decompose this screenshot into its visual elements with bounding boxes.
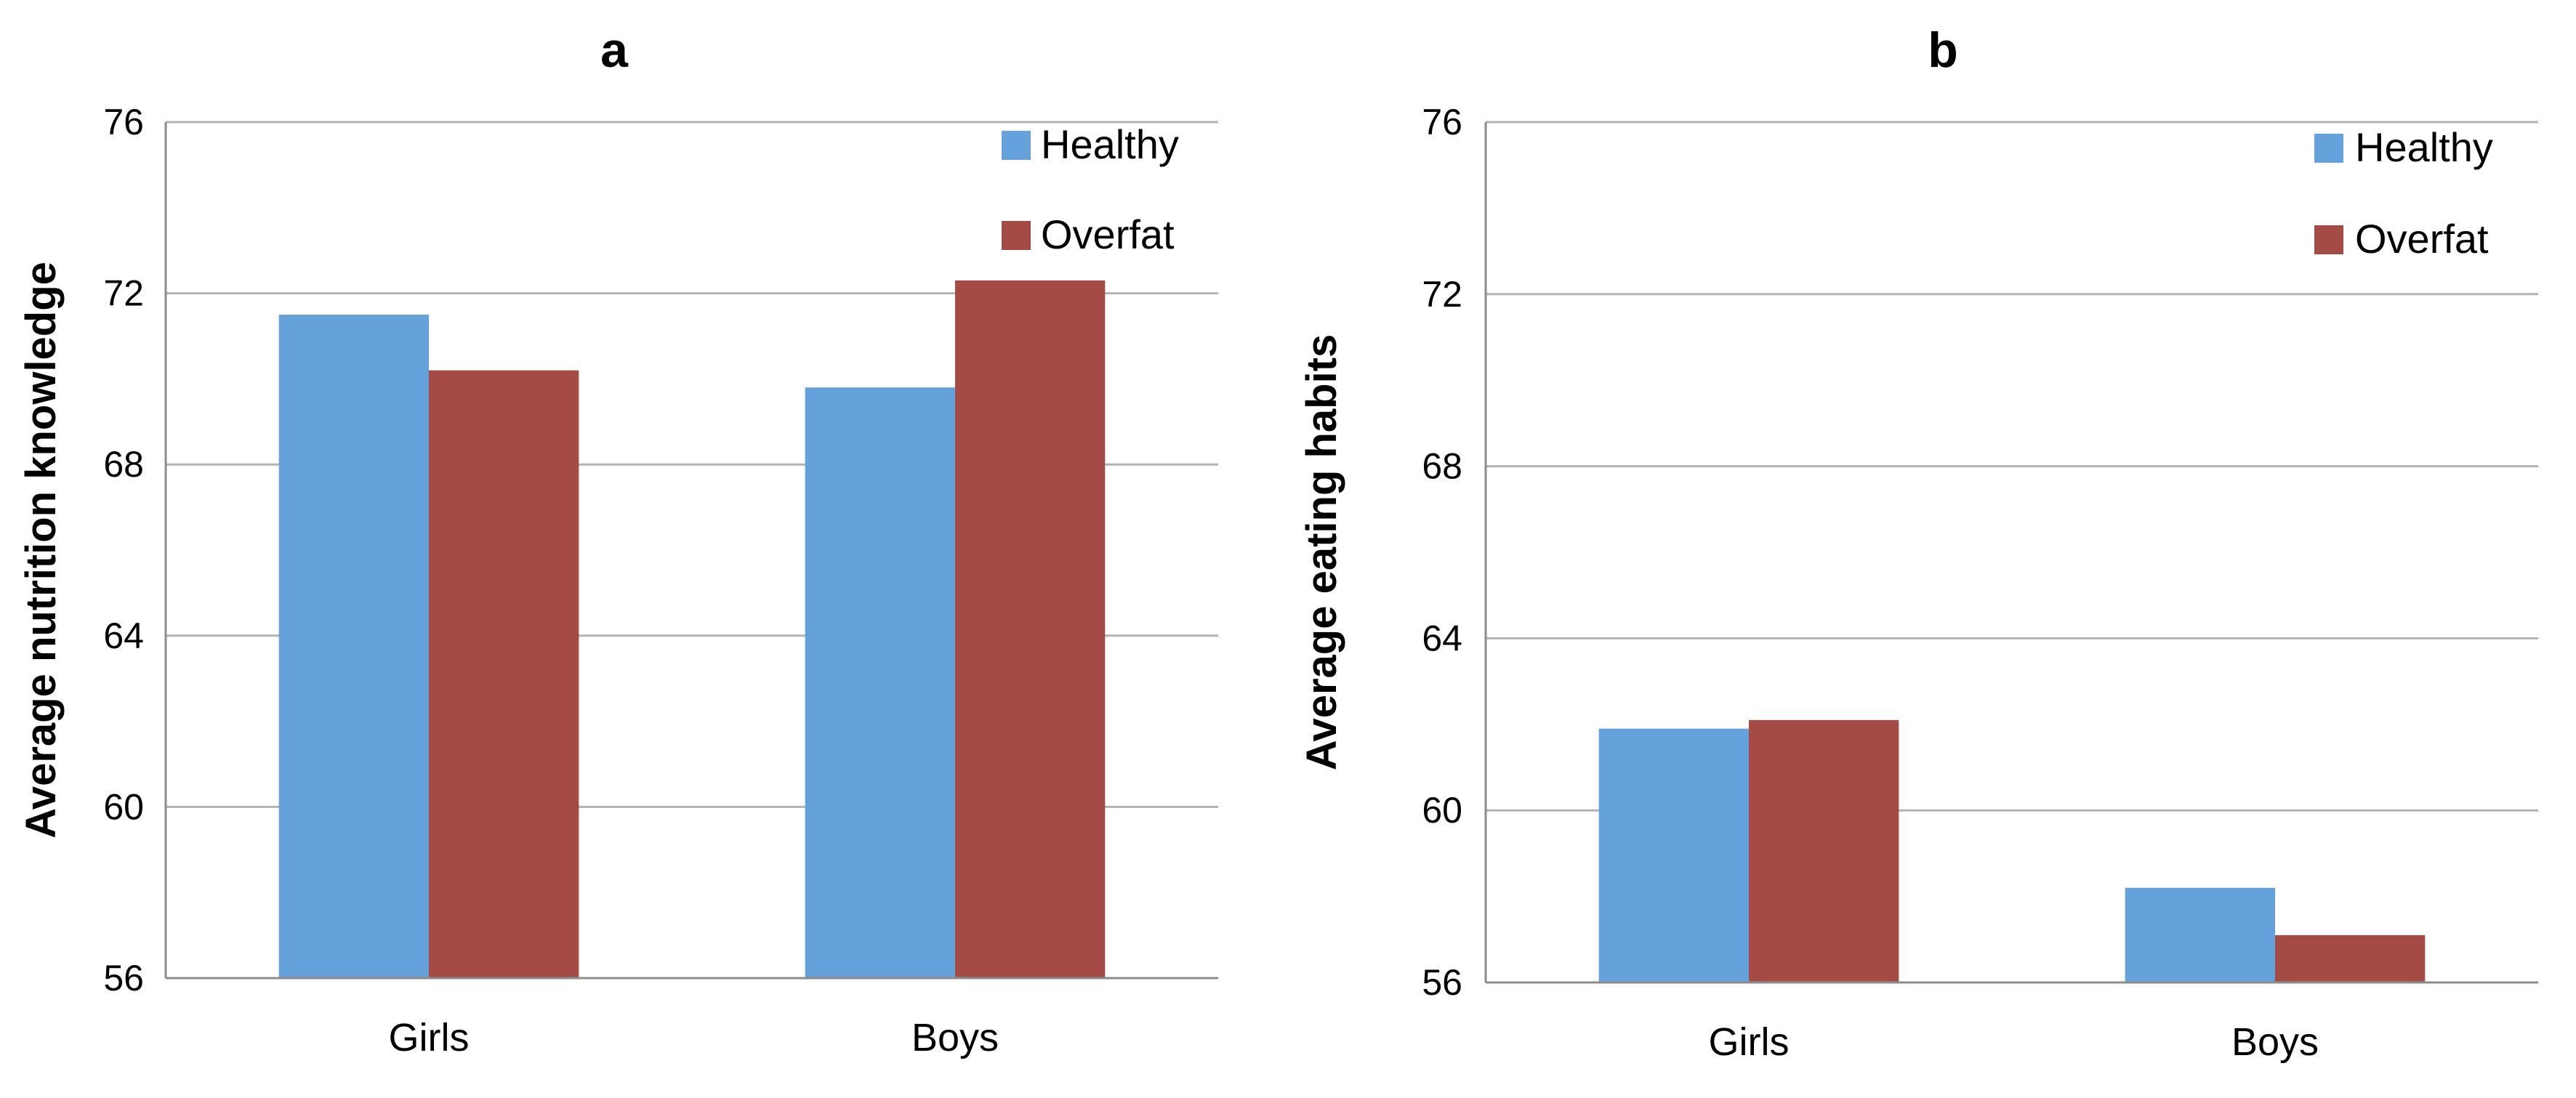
y-tick-label: 64 [1422, 618, 1462, 658]
y-tick-label: 68 [1422, 446, 1462, 487]
y-tick-label: 68 [103, 444, 144, 485]
legend-swatch-overfat [1002, 221, 1031, 250]
y-tick-label: 60 [1422, 790, 1462, 831]
bar-healthy-boys [2125, 887, 2275, 982]
panel-b-chart: b Average eating habits 56 60 64 68 72 76 Girls B… [1298, 23, 2538, 1064]
bar-healthy-girls [1598, 728, 1749, 982]
legend-swatch-healthy [2314, 134, 2343, 163]
y-tick-label: 56 [1422, 962, 1462, 1003]
x-category-label: Girls [389, 1016, 470, 1059]
legend-swatch-overfat [2314, 225, 2343, 254]
y-axis-label: Average nutrition knowledge [17, 262, 65, 839]
legend-label-healthy: Healthy [2355, 124, 2493, 170]
y-axis-label: Average eating habits [1298, 334, 1345, 771]
bar-overfat-girls [429, 370, 579, 978]
bar-healthy-girls [278, 315, 429, 978]
x-category-label: Girls [1709, 1020, 1790, 1064]
bar-overfat-boys [2275, 934, 2426, 982]
legend-swatch-healthy [1002, 131, 1031, 160]
bar-overfat-boys [955, 280, 1106, 978]
y-tick-label: 56 [103, 958, 144, 998]
panel-title: a [600, 23, 629, 78]
x-category-label: Boys [911, 1016, 999, 1059]
y-tick-label: 72 [1422, 274, 1462, 315]
y-tick-label: 76 [103, 102, 144, 142]
y-tick-label: 60 [103, 786, 144, 827]
bar-overfat-girls [1749, 719, 1899, 982]
y-tick-label: 76 [1422, 102, 1462, 142]
x-category-label: Boys [2231, 1020, 2319, 1064]
bar-healthy-boys [805, 387, 955, 978]
y-tick-label: 64 [103, 615, 144, 656]
legend-label-healthy: Healthy [1041, 121, 1179, 167]
y-tick-label: 72 [103, 273, 144, 314]
panel-title: b [1928, 23, 1958, 78]
legend-label-overfat: Overfat [1041, 211, 1175, 257]
panel-a-chart: a Average nutrition knowledge 56 60 64 68 72 76… [17, 23, 1218, 1059]
legend-label-overfat: Overfat [2355, 216, 2489, 262]
